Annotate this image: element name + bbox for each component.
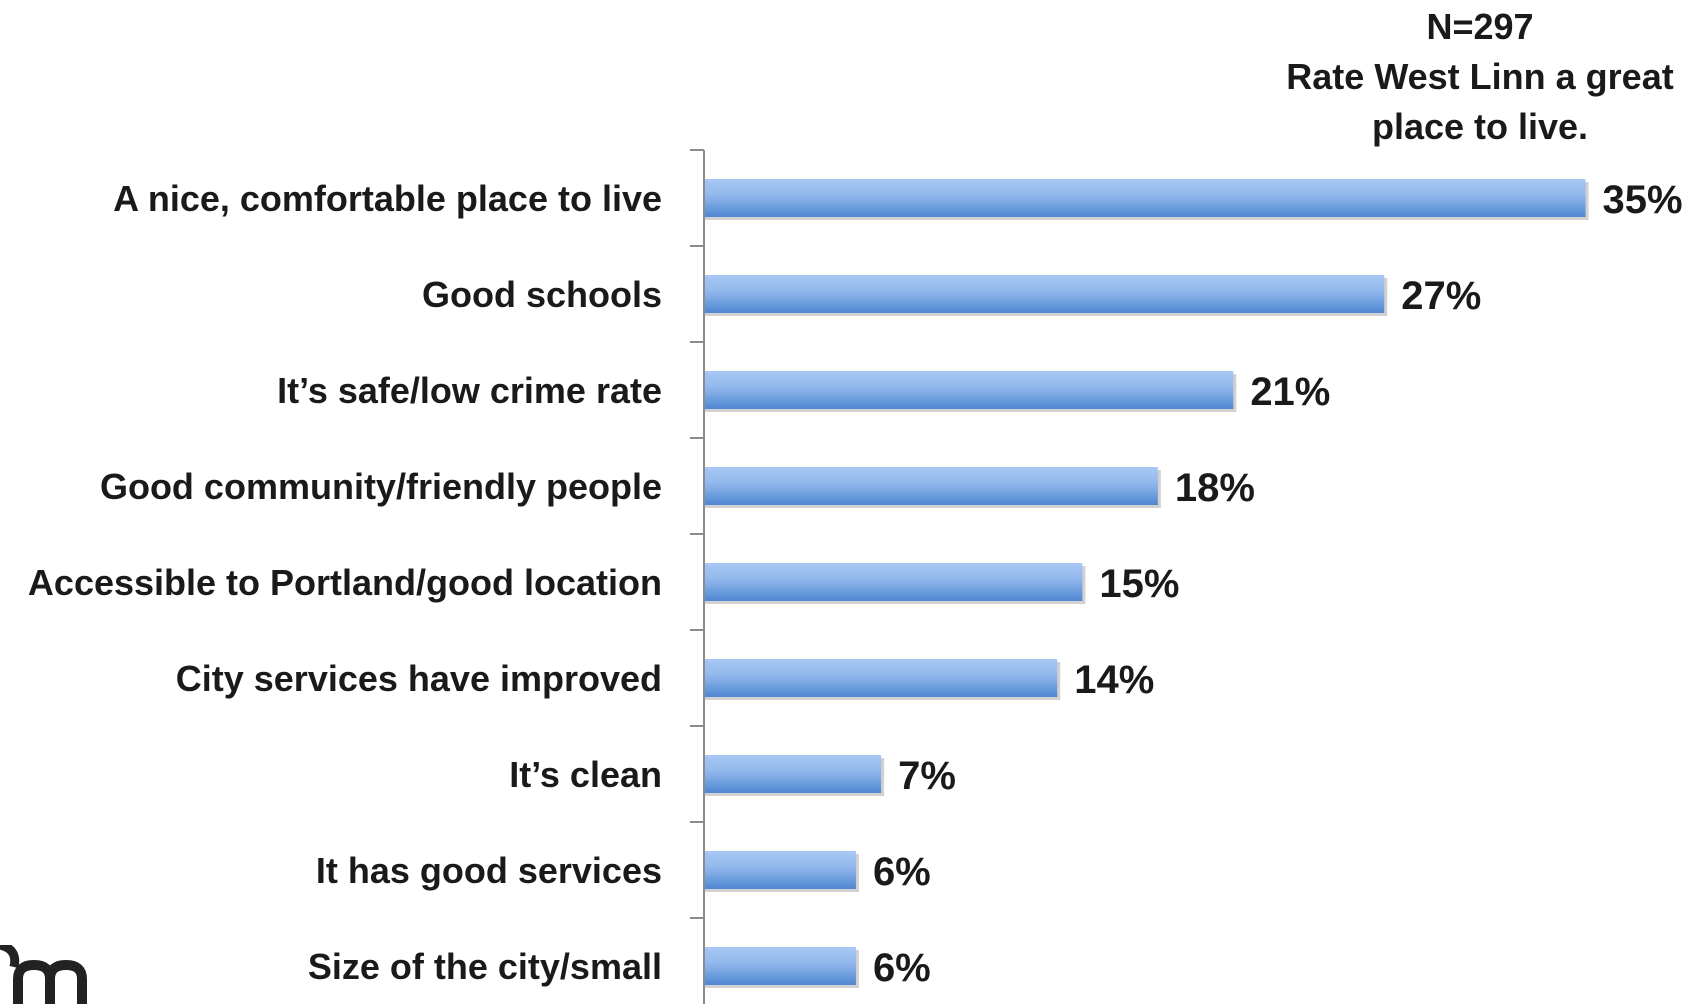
value-label: 7%: [898, 754, 956, 798]
category-labels: A nice, comfortable place to live Good sc…: [28, 178, 662, 987]
value-label: 35%: [1603, 178, 1683, 222]
bar: [705, 179, 1586, 217]
value-labels: 35% 27% 21% 18% 15% 14% 7% 6% 6%: [873, 178, 1683, 990]
chart-header: N=297 Rate West Linn a great place to li…: [1260, 2, 1700, 152]
sample-size: N=297: [1426, 6, 1534, 47]
category-label: Accessible to Portland/good location: [28, 562, 662, 603]
bar: [705, 371, 1234, 409]
category-label: Good community/friendly people: [100, 466, 662, 507]
value-label: 6%: [873, 946, 931, 990]
value-label: 18%: [1175, 466, 1255, 510]
y-axis: [690, 149, 705, 1004]
bars: [705, 179, 1589, 988]
bar: [705, 755, 882, 793]
category-label: Size of the city/small: [308, 946, 662, 987]
bar: [705, 563, 1083, 601]
value-label: 21%: [1250, 370, 1330, 414]
category-label: Good schools: [422, 274, 662, 315]
category-label: It’s safe/low crime rate: [277, 370, 662, 411]
category-label: It has good services: [316, 850, 662, 891]
caption-line-2: place to live.: [1371, 106, 1589, 147]
bar: [705, 947, 856, 985]
bar: [705, 467, 1158, 505]
value-label: 6%: [873, 850, 931, 894]
bar: [705, 659, 1058, 697]
category-label: A nice, comfortable place to live: [113, 178, 662, 219]
logo-fragment-icon: [0, 945, 87, 1004]
caption-line-1: Rate West Linn a great: [1286, 56, 1674, 97]
bar: [705, 275, 1385, 313]
category-label: City services have improved: [176, 658, 662, 699]
value-label: 14%: [1074, 658, 1154, 702]
category-label: It’s clean: [509, 754, 662, 795]
bar: [705, 851, 856, 889]
value-label: 27%: [1401, 274, 1481, 318]
value-label: 15%: [1099, 562, 1179, 606]
